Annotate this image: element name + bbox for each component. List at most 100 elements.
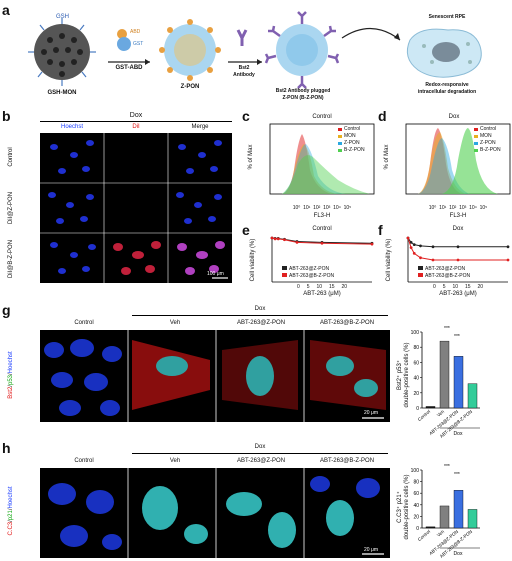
data-point [370,242,374,246]
panel-label-h: h [2,440,11,456]
panel-h-dox-line [132,453,388,454]
y-tick-label: 0 [416,526,419,532]
panel-d-legend-mon: MON [480,133,492,139]
significance-label: *** [454,472,460,478]
panel-c-hist-bzpon [282,155,370,194]
panel-d-hist-zpon [418,138,470,194]
data-point [412,252,416,255]
data-point [456,245,460,249]
panel-h-micrographs [40,468,390,558]
panel-c-legend-bzpon: B-Z-PON [344,147,365,153]
panel-b-row-control: Control [8,147,14,167]
panel-g-col-veh: Veh [169,320,181,326]
panel-h-col-control: Control [74,458,94,464]
panel-g-dox: Dox [254,306,266,312]
panel-d-legend-control: Control [480,126,497,132]
data-point [419,256,422,260]
panel-g-dox-line [132,315,388,316]
data-point [283,238,286,242]
panel-d-legend-zpon: Z-PON [480,140,496,146]
panel-e-plot [270,236,374,283]
series-line [407,237,508,261]
data-point [270,236,274,240]
y-tick-label: 60 [413,491,419,497]
z-pon-label: Z-PON [180,84,200,90]
panel-d-xtick: 10⁰ [428,205,437,211]
panel-g-col-abt-zpon: ABT-263@Z-PON [236,320,286,326]
y-tick-label: 40 [413,376,419,382]
panel-f-title: Dox [452,226,464,232]
panel-e-legend-zpon: ABT-263@Z-PON [282,266,329,272]
senescent-rpe-label: Senescent RPE [428,14,466,20]
panel-h-col-veh: Veh [169,458,181,464]
bar [453,356,464,409]
bar [425,526,436,529]
panel-label-d: d [378,108,387,124]
panel-h-side-label: C.C3/p21/Hoechst [8,486,14,536]
panel-g-ylabel-1: Bst2⁺ p53⁺ [397,359,403,391]
abd-label: ABD [130,29,141,35]
data-point [506,245,510,249]
panel-label-c: c [242,108,250,124]
panel-b-dox-line [40,121,232,122]
panel-d-xtick: 10⁵ [479,205,488,211]
panel-b-col-merge: Merge [191,124,209,130]
panel-h-col-abt-zpon: ABT-263@Z-PON [236,458,286,464]
panel-g-col-abt-bzpon: ABT-263@B-Z-PON [319,320,375,326]
panel-c-xtick: 10⁴ [333,205,341,211]
panel-c-hist-mon [282,144,338,194]
y-tick-label: 80 [413,480,419,486]
bz-pon-label-2: Z-PON (B-Z-PON) [282,95,324,101]
gsh-label: GSH [56,14,70,20]
panel-h-scale: 20 μm [364,547,378,553]
panel-h-ylabel-1: C.C3⁺ p21⁺ [397,491,403,523]
dox-bracket-label: Dox [454,431,463,437]
significance-label: *** [444,326,450,332]
gsh-mon-label: GSH-MON [47,90,77,96]
panel-f-ylabel: Cell viability (%) [386,238,392,282]
x-tick-label: Veh [436,529,446,538]
panel-f-xticks: 0 5 10 15 20 [432,284,484,290]
redox-label-2: intracellular degradation [417,89,477,95]
bar [425,406,436,409]
panel-b-row-dii-zpon: DiI@Z-PON [8,191,14,225]
y-tick-label: 20 [413,514,419,520]
bar [439,340,450,409]
bst2-label: Bst2 [238,65,250,71]
bar [467,509,478,529]
panel-d-legend [474,128,478,152]
panel-h-dox: Dox [254,444,266,450]
schematic-illustration [28,11,482,89]
panel-h-ylabel-2: double-positive cells (%) [404,474,410,540]
panel-b-col-hoechst: Hoechst [60,124,83,130]
panel-c-xlabel: FL3-H [313,213,331,219]
panel-h-col-abt-bzpon: ABT-263@B-Z-PON [319,458,375,464]
panel-e-title: Control [312,226,332,232]
bz-pon-label-1: Bst2 Antibody plugged [275,88,331,94]
panel-e-xlabel: ABT-263 (μM) [303,291,341,297]
panel-label-g: g [2,302,11,318]
data-point [456,258,460,262]
panel-g-scale: 20 μm [364,410,378,416]
data-point [295,241,299,244]
data-point [273,237,277,241]
data-point [276,237,280,241]
panel-d-legend-bzpon: B-Z-PON [480,147,501,153]
panel-d-xticks: 10⁰ 10¹ 10² 10³ 10⁴ 10⁵ [406,205,510,211]
panel-e-ylabel: Cell viability (%) [250,238,256,282]
panel-d-xlabel: FL3-H [449,213,467,219]
panel-d-xtick: 10² [449,205,457,211]
panel-g-ylabel-2: double-positive cells (%) [404,342,410,408]
y-tick-label: 80 [413,345,419,351]
data-point [320,241,324,245]
gst-abd-label: GST-ABD [115,65,143,71]
redox-label-1: Redox-responsive [425,82,469,88]
panel-c-xtick: 10⁰ [292,205,301,211]
panel-label-a: a [2,2,10,18]
panel-g-side-label: Bst2/p53/Hoechst [8,351,14,399]
panel-c-xticks: 10⁰ 10¹ 10² 10³ 10⁴ 10⁵ [270,205,374,211]
panel-c-title: Control [312,114,332,120]
panel-d-xtick: 10³ [459,205,467,211]
panel-g-col-control: Control [74,320,94,326]
